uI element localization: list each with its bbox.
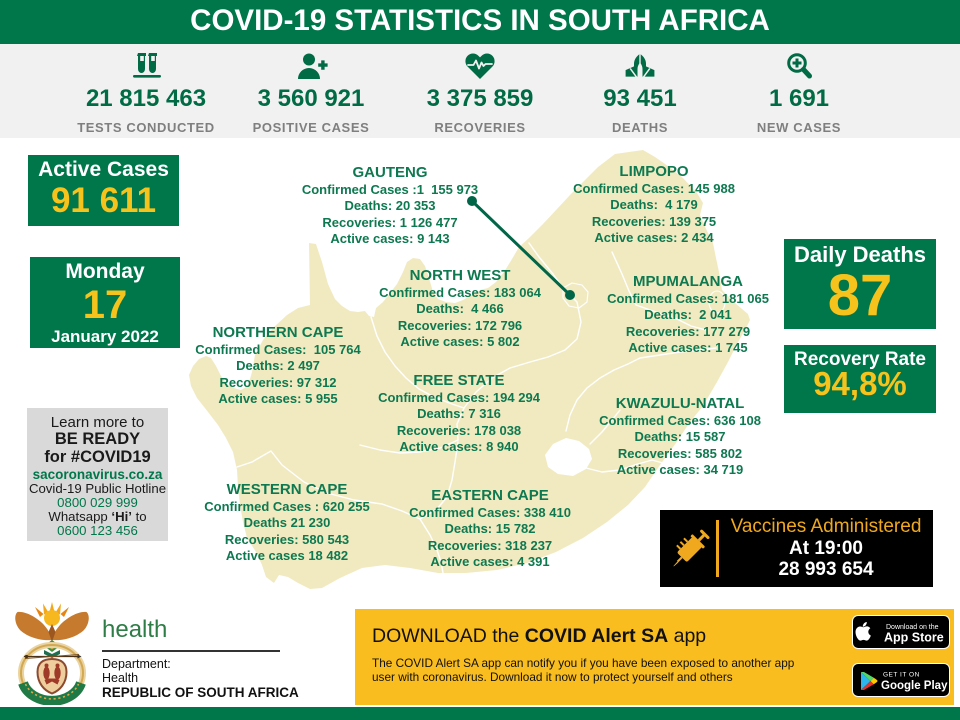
svg-text:GET IT ON: GET IT ON xyxy=(883,672,920,679)
svg-text:Health: Health xyxy=(102,671,138,685)
svg-text:Download on the: Download on the xyxy=(886,624,939,631)
svg-text:health: health xyxy=(102,616,167,643)
svg-text:Department:: Department: xyxy=(102,657,171,671)
svg-text:REPUBLIC OF SOUTH AFRICA: REPUBLIC OF SOUTH AFRICA xyxy=(102,685,299,700)
svg-text:Google Play: Google Play xyxy=(881,680,948,692)
svg-text:App Store: App Store xyxy=(884,631,944,645)
